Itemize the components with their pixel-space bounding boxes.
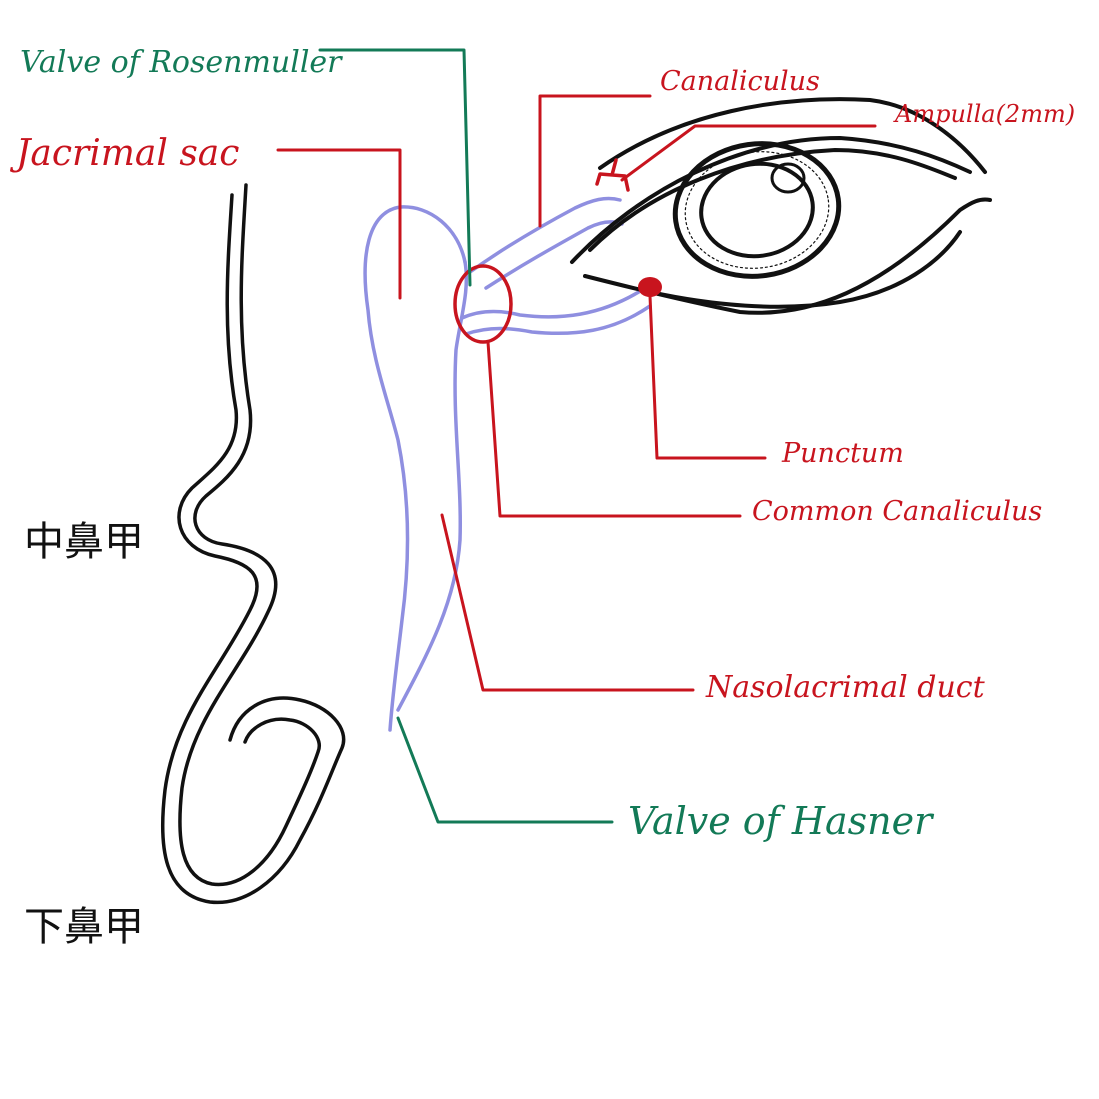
iris-highlight [770,162,806,194]
lacrimal-sac-outline [363,205,467,732]
leader-canaliculus [538,94,652,228]
label-canaliculus: Canaliculus [660,66,820,97]
eye [570,97,992,315]
upper-eyelid-crease [598,97,987,174]
label-valve-hasner: Valve of Hasner [628,799,935,843]
leader-nasolacrimal-duct [440,513,695,692]
nasolacrimal-duct-outline [396,260,469,712]
leader-lacrimal-sac [276,148,402,300]
label-nasolacrimal-duct: Nasolacrimal duct [705,670,986,705]
caruncle-bracket [595,158,630,192]
nasal-wall [160,183,346,905]
label-common-canaliculus: Common Canaliculus [752,496,1042,527]
leader-common-canaliculus [486,340,742,518]
lower-canaliculus-inner [464,304,652,336]
punctum-dot [638,277,662,297]
iris [672,141,842,279]
junction-circle [453,264,513,344]
nasal-wall-outer [160,193,346,905]
upper-eyelid-lash-line [588,148,957,252]
label-valve-rosenmuller: Valve of Rosenmuller [20,45,343,80]
leader-ampulla [620,124,877,182]
upper-eyelid-margin [570,136,972,264]
leader-valve-rosenmuller [318,48,472,287]
upper-canaliculus-outer [468,196,622,274]
label-inferior-turbinate: 下鼻甲 [24,904,144,950]
lower-canaliculus-outer [460,288,644,320]
label-ampulla: Ampulla(2mm) [893,100,1075,128]
leader-punctum [648,294,767,460]
label-middle-turbinate: 中鼻甲 [24,519,144,565]
upper-canaliculus-inner [484,220,624,290]
leader-valve-hasner [396,716,614,824]
lower-eyelid-line [648,230,962,309]
leader-lines [276,48,877,824]
label-punctum: Punctum [781,438,904,469]
nasal-wall-inner [178,183,321,887]
lacrimal-system [363,196,652,732]
label-lacrimal-sac: Jacrimal sac [9,133,239,174]
